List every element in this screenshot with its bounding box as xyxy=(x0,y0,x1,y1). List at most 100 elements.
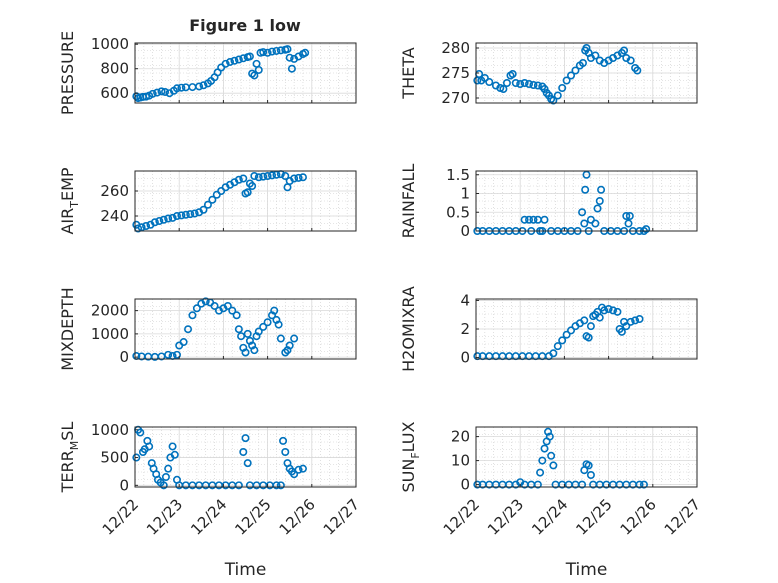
data-point xyxy=(281,172,290,181)
data-point xyxy=(301,48,310,57)
data-point xyxy=(168,213,177,222)
data-point xyxy=(567,326,576,335)
data-point xyxy=(228,306,237,315)
y-tick-label: 4 xyxy=(460,291,470,309)
data-point xyxy=(268,47,277,56)
data-point xyxy=(241,348,250,357)
data-point xyxy=(290,334,299,343)
data-point xyxy=(613,307,622,316)
data-point xyxy=(181,210,190,219)
data-point xyxy=(502,79,511,88)
data-point xyxy=(625,212,634,221)
data-point xyxy=(250,71,259,80)
data-point xyxy=(272,46,281,55)
data-point xyxy=(184,325,193,334)
data-point xyxy=(276,481,285,490)
data-point xyxy=(283,45,292,54)
data-point xyxy=(234,325,243,334)
data-point xyxy=(234,55,243,64)
x-tick-label: 12/27 xyxy=(661,495,704,538)
data-point xyxy=(540,85,549,94)
data-point xyxy=(617,327,626,336)
data-point xyxy=(239,174,248,183)
data-point xyxy=(582,170,591,179)
data-point xyxy=(259,172,268,181)
data-point xyxy=(285,53,294,62)
data-point xyxy=(536,468,545,477)
data-point xyxy=(159,215,168,224)
data-point xyxy=(597,185,606,194)
data-point xyxy=(190,209,199,218)
data-point xyxy=(562,330,571,339)
y-tick-label: 2 xyxy=(460,320,470,338)
y-axis-label: PRESSURE xyxy=(58,31,77,115)
data-point xyxy=(170,450,179,459)
x-tick-label: 12/26 xyxy=(617,495,660,538)
data-point xyxy=(578,58,587,67)
data-point xyxy=(234,481,243,490)
data-point xyxy=(237,332,246,341)
data-point xyxy=(540,215,549,224)
y-tick-label: 20 xyxy=(451,428,470,446)
x-tick-label: 12/23 xyxy=(143,495,186,538)
data-point xyxy=(499,85,508,94)
x-tick-label: 12/25 xyxy=(572,495,615,538)
data-point xyxy=(549,461,558,470)
data-point xyxy=(230,56,239,65)
data-point xyxy=(250,346,259,355)
data-point xyxy=(584,461,593,470)
data-point xyxy=(164,350,173,359)
data-point xyxy=(294,173,303,182)
y-tick-label: 800 xyxy=(100,60,129,78)
data-point xyxy=(164,464,173,473)
data-point xyxy=(287,64,296,73)
subplot-terr_msl: 0 500 1000 TERRMSL 12/22 12/23 12/24 12/25 12/26… xyxy=(58,421,363,580)
data-point xyxy=(153,88,162,97)
data-point xyxy=(210,301,219,310)
data-point xyxy=(254,327,263,336)
subplot-theta: 270 275 280 THETA xyxy=(399,39,698,107)
data-point xyxy=(155,217,164,226)
y-tick-label: 10 xyxy=(451,452,470,470)
x-tick-label: 12/22 xyxy=(99,495,142,538)
data-point xyxy=(142,222,151,231)
y-tick-label: 2000 xyxy=(91,302,129,320)
data-point xyxy=(586,470,595,479)
data-point xyxy=(259,48,268,57)
data-point xyxy=(547,451,556,460)
y-axis-label: SUNFLUX xyxy=(399,421,422,492)
axes-box xyxy=(134,170,357,232)
data-point xyxy=(232,311,241,320)
data-point xyxy=(584,333,593,342)
y-tick-label: 275 xyxy=(441,64,470,82)
data-point xyxy=(578,480,587,489)
data-point xyxy=(132,453,141,462)
data-point xyxy=(195,82,204,91)
data-point xyxy=(580,219,589,228)
data-point xyxy=(148,89,157,98)
data-point xyxy=(473,480,482,489)
data-point xyxy=(259,322,268,331)
y-tick-label: 0 xyxy=(460,222,470,240)
data-point xyxy=(609,306,618,315)
y-tick-label: 0 xyxy=(460,476,470,494)
data-point xyxy=(268,171,277,180)
data-point xyxy=(533,480,542,489)
data-point xyxy=(545,432,554,441)
data-point xyxy=(263,318,272,327)
data-point xyxy=(558,336,567,345)
data-point xyxy=(595,197,604,206)
data-point xyxy=(241,434,250,443)
data-point xyxy=(562,76,571,85)
data-point xyxy=(239,447,248,456)
y-tick-label: 0 xyxy=(119,476,129,494)
subplot-pressure: 600 800 1000 PRESSURE xyxy=(58,31,357,115)
data-point xyxy=(177,211,186,220)
data-point xyxy=(520,79,529,88)
data-point xyxy=(525,80,534,89)
data-point xyxy=(263,172,272,181)
axes-box xyxy=(134,298,357,360)
axes-box xyxy=(475,170,698,232)
data-point xyxy=(164,214,173,223)
data-point xyxy=(511,79,520,88)
